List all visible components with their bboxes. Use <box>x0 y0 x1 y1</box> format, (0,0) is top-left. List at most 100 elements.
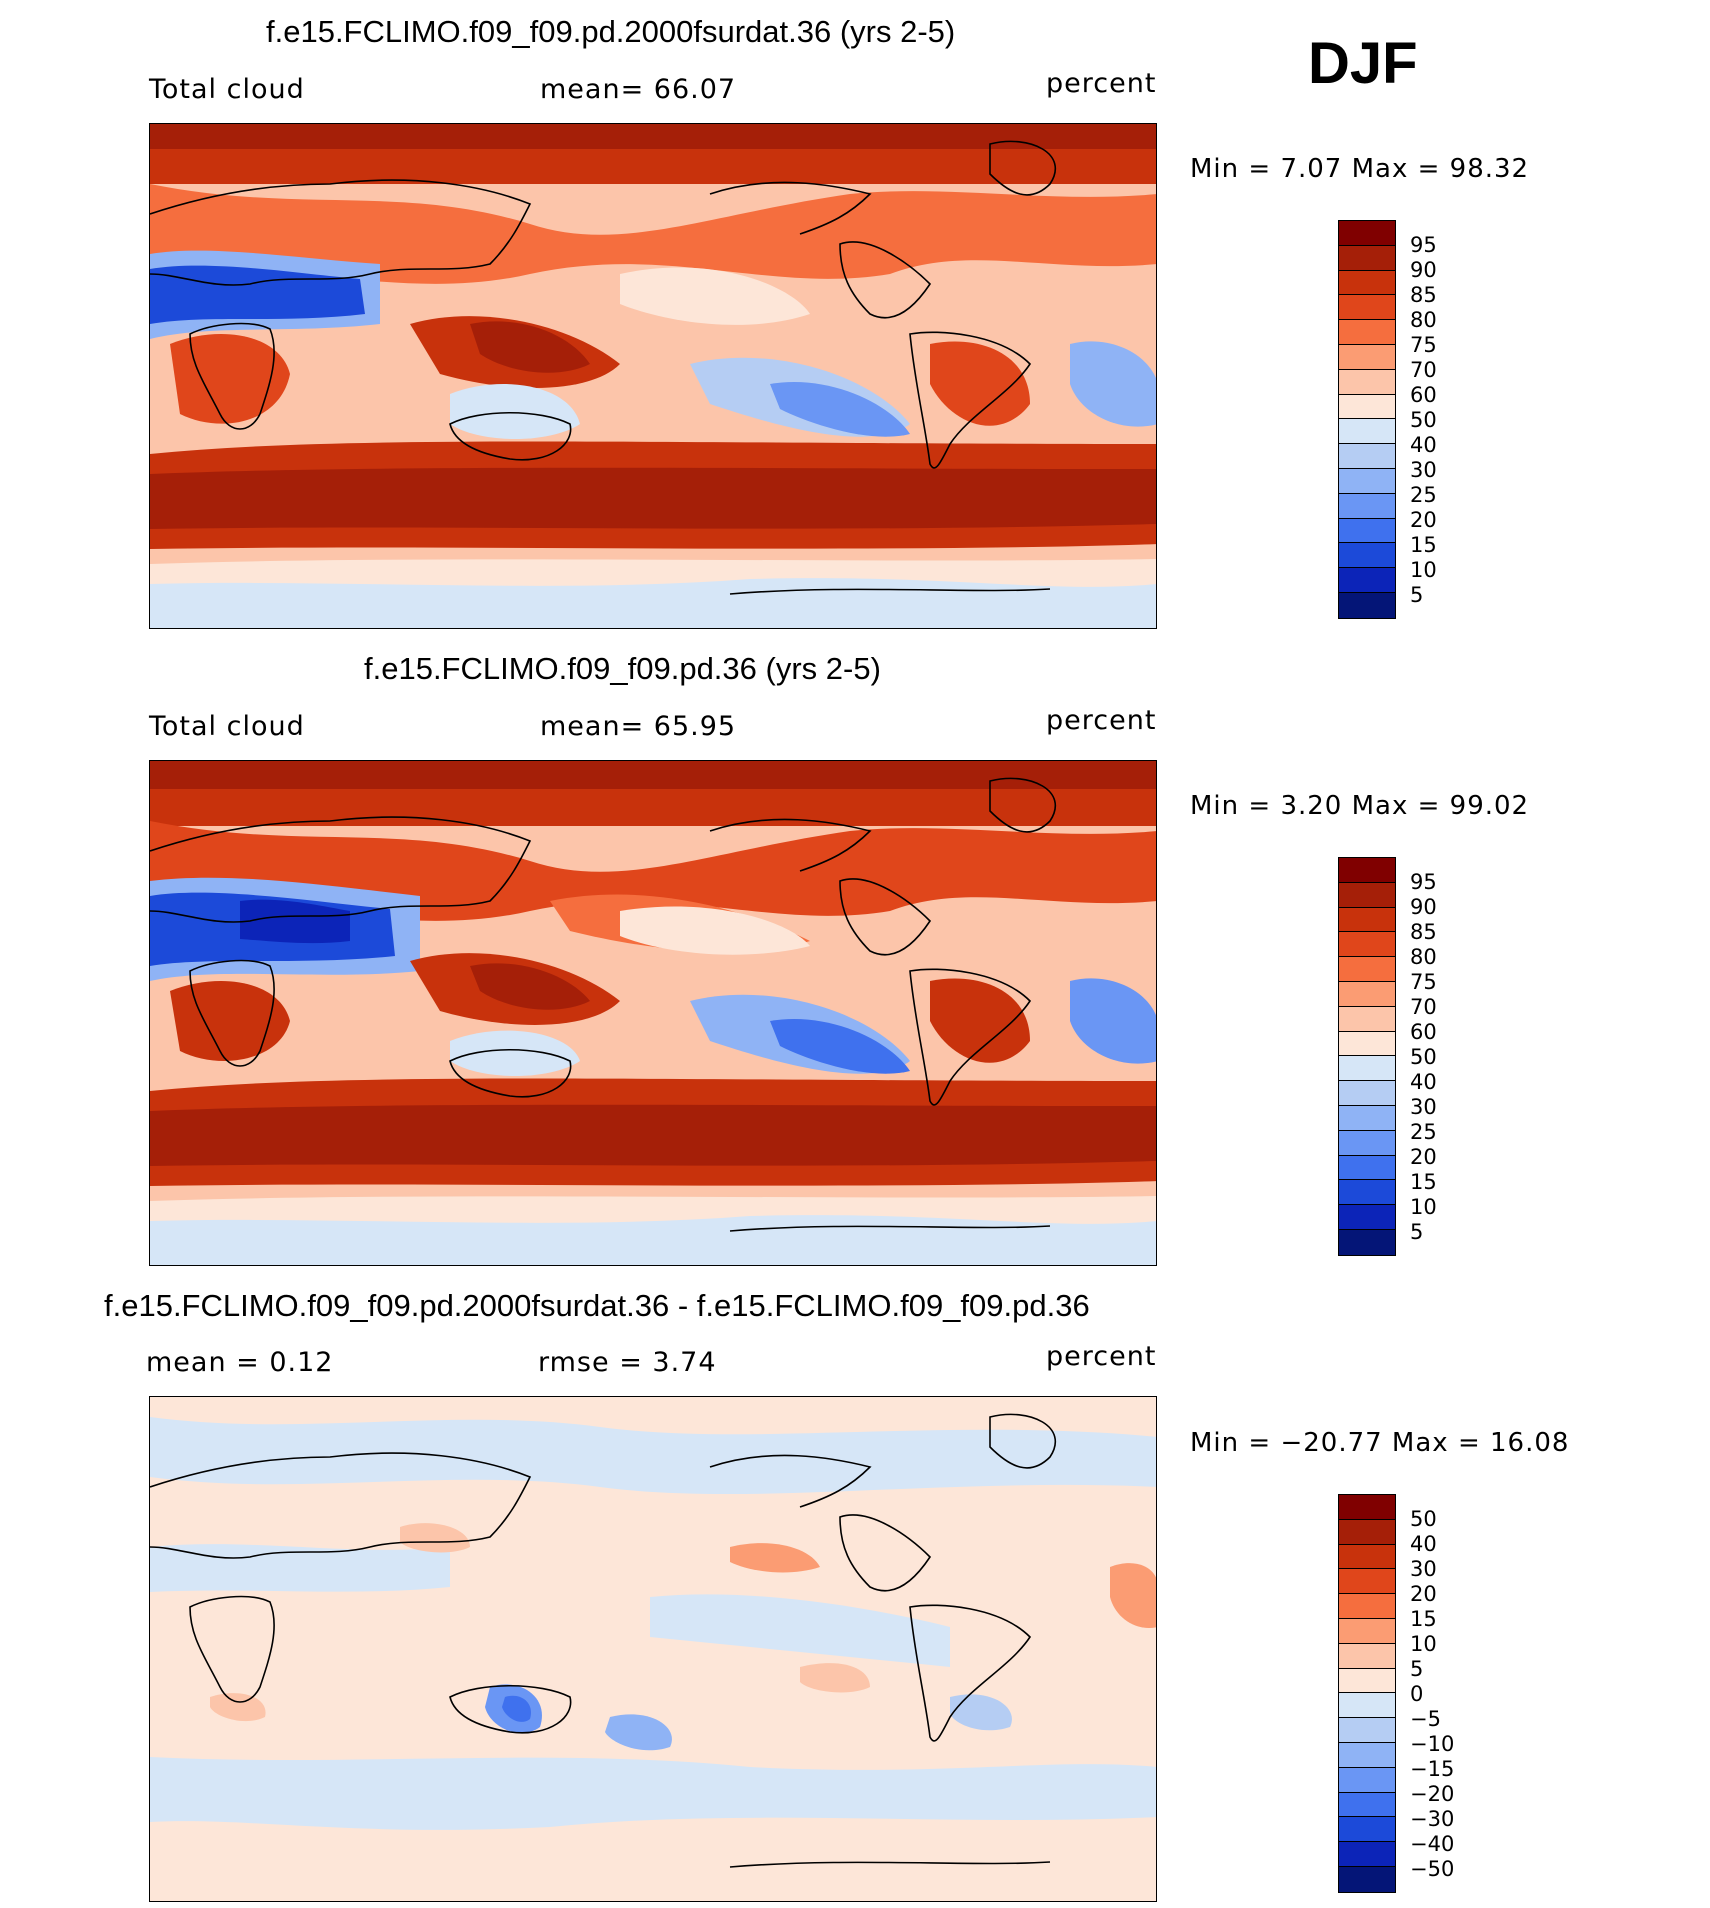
colorbar-label: 15 <box>1410 1170 1437 1194</box>
map-panel-1 <box>149 123 1157 629</box>
map-panel-2 <box>149 760 1157 1266</box>
colorbar-label: 15 <box>1410 1607 1437 1631</box>
colorbar-swatch <box>1339 1056 1395 1082</box>
variable-label: Total cloud <box>149 74 305 105</box>
colorbar-swatch <box>1339 320 1395 345</box>
colorbar-label: 30 <box>1410 1557 1437 1581</box>
colorbar-label: 20 <box>1410 1582 1437 1606</box>
minmax-label: Min = 7.07 Max = 98.32 <box>1190 154 1530 184</box>
colorbar-swatch <box>1339 344 1395 370</box>
colorbar-swatch <box>1339 419 1395 445</box>
colorbar-label: 10 <box>1410 1632 1437 1656</box>
map-panel-3 <box>149 1396 1157 1902</box>
colorbar-swatch <box>1339 221 1395 246</box>
colorbar-swatch <box>1339 369 1395 395</box>
colorbar-label: 40 <box>1410 1532 1437 1556</box>
colorbar-label: 85 <box>1410 920 1437 944</box>
colorbar-label: 70 <box>1410 358 1437 382</box>
colorbar-swatch <box>1339 1668 1395 1694</box>
colorbar-swatch <box>1339 957 1395 982</box>
colorbar-swatch <box>1339 1718 1395 1743</box>
colorbar-label: −10 <box>1410 1732 1455 1756</box>
colorbar-label: 60 <box>1410 383 1437 407</box>
colorbar-swatch <box>1339 1229 1395 1255</box>
colorbar-swatch <box>1339 1842 1395 1867</box>
colorbar-label: 40 <box>1410 1070 1437 1094</box>
colorbar-swatch <box>1339 1544 1395 1570</box>
colorbar-label: 80 <box>1410 945 1437 969</box>
colorbar-label: −20 <box>1410 1782 1455 1806</box>
colorbar-swatch <box>1339 1495 1395 1520</box>
colorbar-swatch <box>1339 444 1395 469</box>
colorbar-swatch <box>1339 981 1395 1007</box>
colorbar-label: −15 <box>1410 1757 1455 1781</box>
colorbar-swatch <box>1339 1866 1395 1892</box>
colorbar-label: 80 <box>1410 308 1437 332</box>
colorbar-swatch <box>1339 858 1395 883</box>
colorbar-label: 5 <box>1410 1657 1424 1681</box>
colorbar-label: 15 <box>1410 533 1437 557</box>
colorbar-label: 5 <box>1410 1220 1424 1244</box>
colorbar-label: 85 <box>1410 283 1437 307</box>
minmax-label: Min = −20.77 Max = 16.08 <box>1190 1428 1570 1458</box>
colorbar-swatch <box>1339 468 1395 494</box>
colorbar-swatch <box>1339 907 1395 933</box>
colorbar-label: 90 <box>1410 258 1437 282</box>
panel-title: f.e15.FCLIMO.f09_f09.pd.36 (yrs 2-5) <box>364 651 881 686</box>
colorbar-swatch <box>1339 1081 1395 1106</box>
colorbar-label: 10 <box>1410 1195 1437 1219</box>
panel-title: f.e15.FCLIMO.f09_f09.pd.2000fsurdat.36 -… <box>104 1288 1090 1323</box>
colorbar-swatch <box>1339 394 1395 420</box>
rmse-label: rmse = 3.74 <box>538 1347 717 1378</box>
colorbar-swatch <box>1339 1105 1395 1131</box>
colorbar-label: 50 <box>1410 1507 1437 1531</box>
colorbar <box>1338 220 1396 619</box>
cloud-map <box>150 761 1156 1265</box>
colorbar <box>1338 857 1396 1256</box>
colorbar-swatch <box>1339 1006 1395 1032</box>
colorbar-label: 25 <box>1410 1120 1437 1144</box>
mean-label: mean= 65.95 <box>540 711 737 742</box>
colorbar-swatch <box>1339 518 1395 544</box>
mean-label: mean = 0.12 <box>146 1347 334 1378</box>
colorbar-label: 20 <box>1410 508 1437 532</box>
colorbar-label: 30 <box>1410 1095 1437 1119</box>
colorbar-swatch <box>1339 932 1395 958</box>
colorbar-label: 95 <box>1410 870 1437 894</box>
colorbar-label: 40 <box>1410 433 1437 457</box>
colorbar-swatch <box>1339 1792 1395 1818</box>
colorbar-label: 0 <box>1410 1682 1424 1706</box>
colorbar-label: 30 <box>1410 458 1437 482</box>
colorbar-swatch <box>1339 1742 1395 1768</box>
colorbar-swatch <box>1339 1693 1395 1719</box>
colorbar-swatch <box>1339 1643 1395 1669</box>
colorbar-swatch <box>1339 1155 1395 1181</box>
colorbar-swatch <box>1339 1817 1395 1843</box>
colorbar-label: 50 <box>1410 408 1437 432</box>
panel-title: f.e15.FCLIMO.f09_f09.pd.2000fsurdat.36 (… <box>266 14 956 49</box>
colorbar-swatch <box>1339 882 1395 908</box>
colorbar-swatch <box>1339 1594 1395 1619</box>
colorbar-label: 25 <box>1410 483 1437 507</box>
minmax-label: Min = 3.20 Max = 99.02 <box>1190 791 1530 821</box>
colorbar-swatch <box>1339 568 1395 593</box>
colorbar-label: 20 <box>1410 1145 1437 1169</box>
units-label: percent <box>1046 1341 1157 1372</box>
colorbar-swatch <box>1339 592 1395 618</box>
colorbar-swatch <box>1339 543 1395 569</box>
colorbar-swatch <box>1339 295 1395 321</box>
colorbar-label: 50 <box>1410 1045 1437 1069</box>
colorbar-swatch <box>1339 1618 1395 1644</box>
colorbar-label: 95 <box>1410 233 1437 257</box>
colorbar-label: −50 <box>1410 1857 1455 1881</box>
cloud-map <box>150 124 1156 628</box>
colorbar-label: −40 <box>1410 1832 1455 1856</box>
variable-label: Total cloud <box>149 711 305 742</box>
colorbar-label: 75 <box>1410 333 1437 357</box>
season-label: DJF <box>1308 31 1418 96</box>
colorbar-swatch <box>1339 1130 1395 1156</box>
colorbar-label: 75 <box>1410 970 1437 994</box>
colorbar-swatch <box>1339 1180 1395 1206</box>
colorbar-label: 5 <box>1410 583 1424 607</box>
colorbar-swatch <box>1339 1031 1395 1057</box>
